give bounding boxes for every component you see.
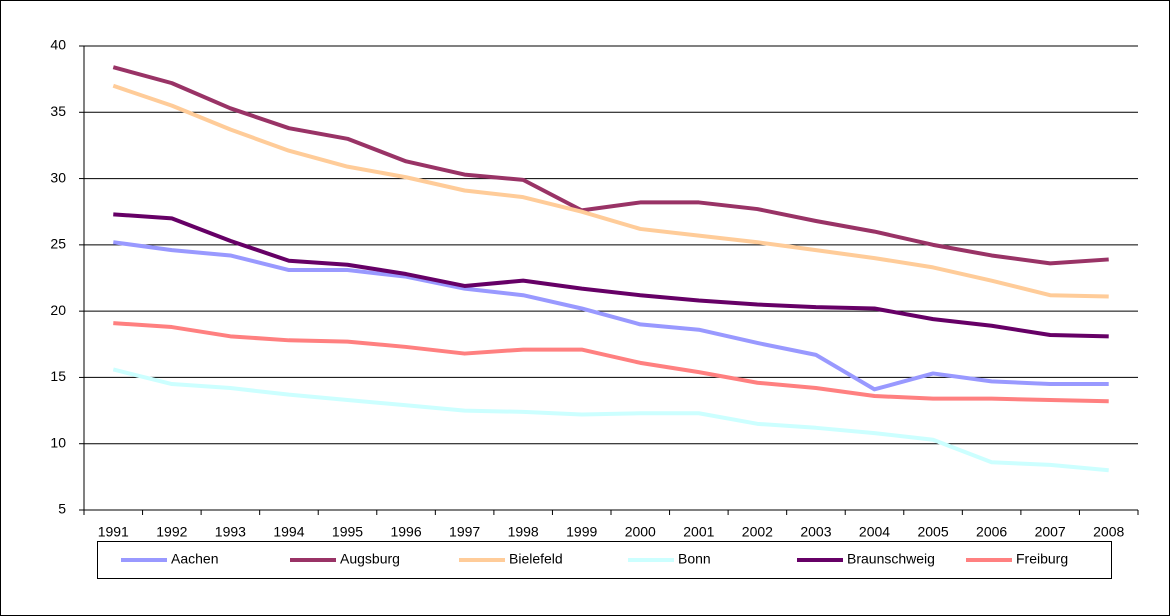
series-line [112,83,1109,299]
legend-label: Augsburg [340,551,400,567]
y-tick-label: 40 [50,37,66,53]
legend-label: Freiburg [1016,551,1068,567]
series-line [113,321,1109,404]
series-line [112,65,1109,266]
x-tick-label: 2003 [800,524,831,540]
x-tick-label: 2000 [625,524,656,540]
y-tick-label: 30 [50,169,66,185]
x-tick-label: 1995 [332,524,363,540]
y-tick-label: 20 [50,302,66,318]
x-tick-label: 1991 [98,524,129,540]
x-tick-label: 1997 [449,524,480,540]
y-tick-label: 35 [50,103,66,119]
series-line [113,212,1109,339]
x-tick-label: 2008 [1093,524,1124,540]
x-tick-label: 2007 [1035,524,1066,540]
x-tick-label: 1996 [390,524,421,540]
x-tick-label: 1993 [215,524,246,540]
x-tick-label: 2004 [859,524,890,540]
x-tick-label: 1998 [508,524,539,540]
series-line [112,367,1109,473]
legend-box [97,541,1112,579]
y-tick-label: 25 [50,236,66,252]
x-tick-label: 2001 [683,524,714,540]
x-tick-label: 2005 [917,524,948,540]
x-tick-label: 1992 [156,524,187,540]
legend-label: Bonn [678,551,711,567]
x-tick-label: 2002 [742,524,773,540]
x-tick-label: 1999 [566,524,597,540]
legend-label: Bielefeld [509,551,563,567]
x-tick-label: 2006 [976,524,1007,540]
y-tick-label: 5 [58,501,66,517]
y-tick-label: 15 [50,368,66,384]
legend-label: Braunschweig [847,551,935,567]
y-tick-label: 10 [50,434,66,450]
legend-label: Aachen [171,551,218,567]
series-line [113,240,1109,392]
x-tick-label: 1994 [273,524,304,540]
